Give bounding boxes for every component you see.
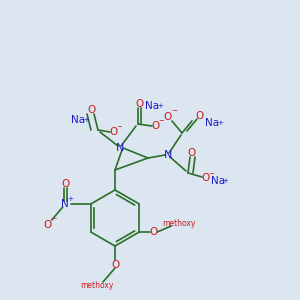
Text: O: O: [152, 121, 160, 131]
Text: O: O: [149, 227, 158, 237]
Text: Na: Na: [71, 115, 85, 125]
Text: N: N: [116, 143, 124, 153]
Text: O: O: [111, 260, 119, 270]
Text: Na: Na: [145, 101, 159, 111]
Text: O: O: [195, 111, 203, 121]
Text: +: +: [157, 103, 163, 109]
Text: O: O: [202, 173, 210, 183]
Text: N: N: [164, 150, 172, 160]
Text: Na: Na: [211, 176, 225, 186]
Text: methoxy: methoxy: [80, 281, 114, 290]
Text: −: −: [116, 124, 122, 130]
Text: +: +: [222, 178, 228, 184]
Text: methoxy: methoxy: [163, 218, 196, 227]
Text: −: −: [171, 108, 177, 114]
Text: +: +: [83, 117, 89, 123]
Text: Na: Na: [205, 118, 219, 128]
Text: N: N: [61, 199, 69, 209]
Text: O: O: [164, 112, 172, 122]
Text: O: O: [87, 105, 95, 115]
Text: O: O: [44, 220, 52, 230]
Text: O: O: [188, 148, 196, 158]
Text: +: +: [217, 120, 223, 126]
Text: +: +: [67, 196, 73, 202]
Text: O: O: [61, 179, 69, 189]
Text: −: −: [208, 171, 214, 177]
Text: O: O: [110, 127, 118, 137]
Text: O: O: [135, 99, 144, 109]
Text: −: −: [51, 214, 57, 224]
Text: −: −: [158, 118, 164, 124]
